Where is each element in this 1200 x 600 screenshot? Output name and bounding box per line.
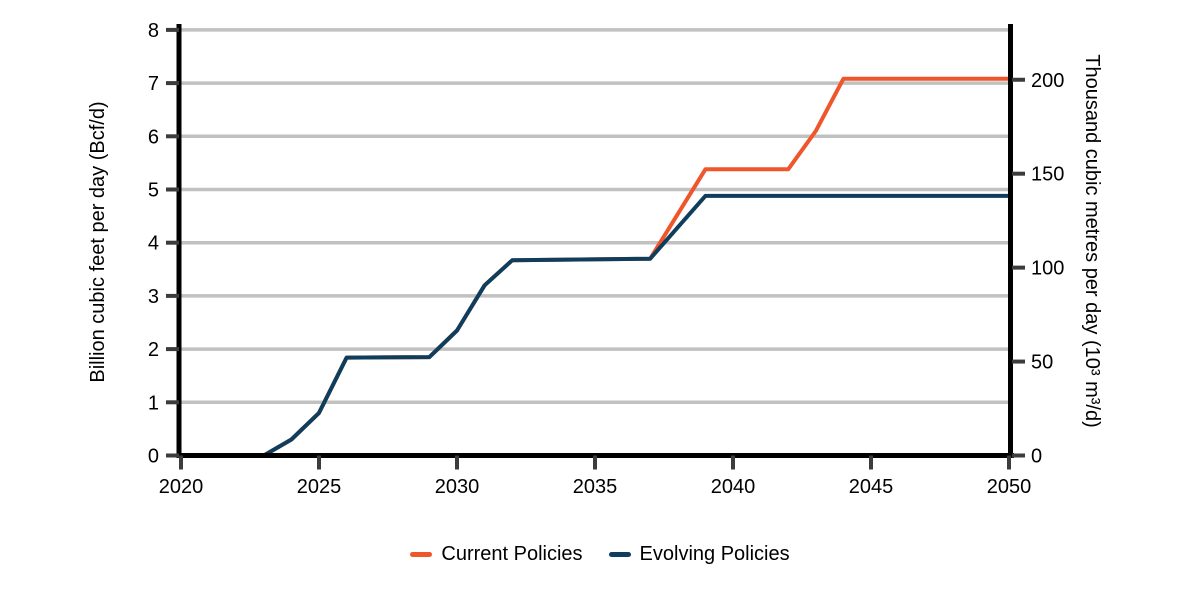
y-left-tick-label: 6: [148, 126, 159, 148]
y-left-tick-label: 4: [148, 233, 159, 255]
legend-item-evolving-policies[interactable]: Evolving Policies: [608, 543, 790, 566]
x-tick-label: 2020: [159, 476, 204, 498]
y-right-tick-label: 100: [1031, 258, 1064, 280]
series-line-evolving-policies: [262, 193, 1009, 458]
y-right-tick-label: 200: [1031, 70, 1064, 92]
x-tick-label: 2045: [849, 476, 894, 498]
y-left-tick-label: 1: [148, 392, 159, 414]
y-left-tick-label: 2: [148, 339, 159, 361]
tick-labels: 0 1 2 3 4 5 6 7 8 0 50 100 150 200 2020 2025 2030 2035 204…: [148, 20, 1065, 498]
x-tick-label: 2050: [987, 476, 1032, 498]
x-tick-label: 2025: [297, 476, 342, 498]
y-left-tick-label: 0: [148, 446, 159, 468]
gridlines: [181, 28, 1009, 405]
legend-swatch-evolving-policies: [608, 552, 631, 557]
x-tick-label: 2035: [573, 476, 618, 498]
y-right-tick-label: 0: [1031, 446, 1042, 468]
y-right-tick-label: 50: [1031, 352, 1053, 374]
x-tick-label: 2030: [435, 476, 480, 498]
tick-marks: [166, 27, 1025, 470]
y-axis-left-title: Billion cubic feet per day (Bcf/d): [87, 101, 109, 382]
legend-swatch-current-policies: [410, 552, 433, 557]
y-axis-right-title: Thousand cubic metres per day (10³ m³/d): [1081, 54, 1103, 428]
y-left-tick-label: 8: [148, 20, 159, 42]
y-left-tick-label: 3: [148, 286, 159, 308]
y-left-tick-label: 5: [148, 180, 159, 202]
series-lines: [262, 76, 1009, 458]
x-tick-label: 2040: [711, 476, 756, 498]
legend-label-current-policies: Current Policies: [441, 543, 583, 565]
legend: Current Policies Evolving Policies: [0, 543, 1200, 566]
legend-label-evolving-policies: Evolving Policies: [639, 543, 790, 565]
legend-item-current-policies[interactable]: Current Policies: [410, 543, 583, 566]
y-left-tick-label: 7: [148, 73, 159, 95]
y-right-tick-label: 150: [1031, 164, 1064, 186]
